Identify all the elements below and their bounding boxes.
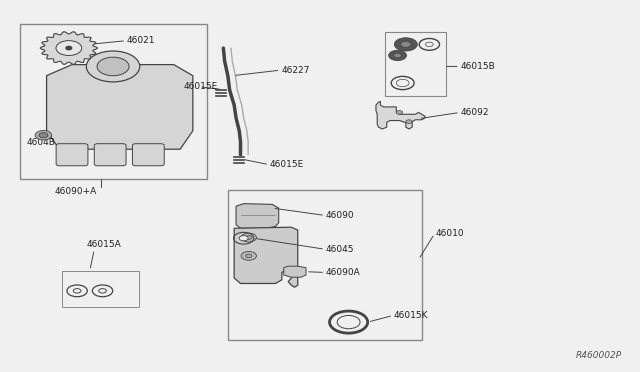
Text: 46090A: 46090A (326, 268, 360, 277)
FancyBboxPatch shape (56, 144, 88, 166)
Circle shape (241, 251, 257, 260)
Circle shape (35, 131, 52, 140)
Circle shape (396, 79, 409, 87)
Polygon shape (284, 266, 306, 277)
Circle shape (66, 46, 72, 50)
Text: 46010: 46010 (435, 229, 464, 238)
Text: 46015A: 46015A (86, 240, 122, 248)
Circle shape (337, 315, 360, 329)
Bar (385, 32, 446, 96)
Bar (228, 190, 422, 340)
Text: 4604B: 4604B (26, 138, 55, 147)
Circle shape (396, 110, 403, 114)
Circle shape (241, 233, 257, 242)
Polygon shape (47, 65, 193, 149)
Text: R460002P: R460002P (576, 351, 622, 360)
Circle shape (246, 235, 252, 239)
Bar (63, 270, 139, 307)
Text: 46015E: 46015E (270, 160, 304, 169)
Circle shape (246, 254, 252, 258)
Circle shape (86, 51, 140, 82)
Text: 46092: 46092 (461, 108, 489, 117)
Text: 46045: 46045 (326, 245, 354, 254)
Text: 46021: 46021 (127, 36, 156, 45)
Circle shape (406, 120, 412, 124)
Circle shape (394, 38, 417, 51)
Text: 46015E: 46015E (183, 82, 218, 91)
Circle shape (401, 41, 411, 47)
Circle shape (74, 289, 81, 293)
Circle shape (394, 53, 401, 58)
FancyBboxPatch shape (94, 144, 126, 166)
Text: 46015K: 46015K (394, 311, 428, 320)
Circle shape (56, 41, 82, 55)
Polygon shape (376, 102, 425, 129)
Text: 46227: 46227 (281, 65, 310, 75)
Polygon shape (236, 203, 278, 228)
Bar (20, 24, 207, 179)
Circle shape (39, 133, 48, 138)
Circle shape (239, 235, 248, 241)
Polygon shape (234, 227, 298, 287)
Polygon shape (40, 32, 97, 64)
FancyBboxPatch shape (132, 144, 164, 166)
Text: 46090+A: 46090+A (54, 187, 97, 196)
Circle shape (97, 57, 129, 76)
Circle shape (388, 50, 406, 61)
Text: 46015B: 46015B (461, 62, 495, 71)
Text: 46090: 46090 (326, 211, 355, 220)
Circle shape (426, 42, 433, 46)
Circle shape (99, 289, 106, 293)
